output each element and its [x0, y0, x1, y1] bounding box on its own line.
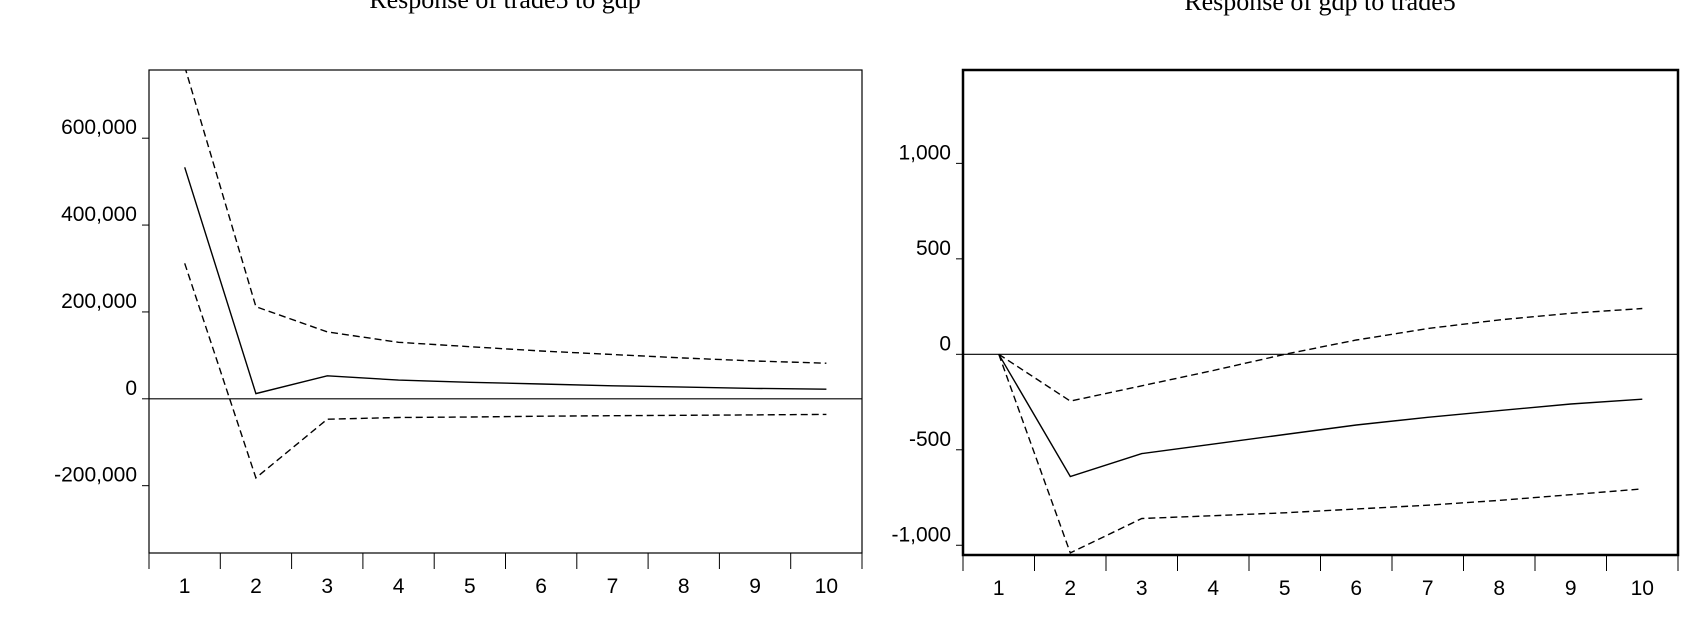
y-tick-label: 0 — [125, 377, 137, 400]
x-tick-label: 8 — [1493, 577, 1505, 600]
y-tick-label: -1,000 — [891, 523, 951, 546]
panel-gdp-to-trade5: Response of gdp to trade5 -1,000 -500 0 500… — [891, 0, 1680, 600]
panel-trade5-to-gdp: Response of trade5 to gdp -200,000 0 200,0… — [54, 0, 863, 598]
x-tick-label: 10 — [1631, 577, 1654, 600]
y-tick-label: 200,000 — [61, 290, 137, 313]
x-tick-label: 5 — [464, 575, 476, 598]
x-tick-label: 7 — [607, 575, 619, 598]
y-tick-label: -500 — [909, 428, 951, 451]
plot-frame — [961, 68, 1680, 557]
x-tick-label: 3 — [321, 575, 333, 598]
y-tick-label: 600,000 — [61, 116, 137, 139]
x-tick-label: 3 — [1136, 577, 1148, 600]
y-tick-label: 500 — [916, 237, 951, 260]
series-upper-band-line — [998, 307, 1643, 402]
y-tick-label: -200,000 — [54, 464, 137, 487]
x-tick-label: 2 — [250, 575, 262, 598]
x-tick-label: 1 — [993, 577, 1005, 600]
y-tick-label: 1,000 — [898, 141, 951, 164]
plot-frame — [148, 69, 863, 554]
x-tick-label: 8 — [678, 575, 690, 598]
x-tick-label: 9 — [1565, 577, 1577, 600]
x-tick-label: 7 — [1422, 577, 1434, 600]
x-tick-label: 4 — [393, 575, 405, 598]
series-lower-band-line — [998, 354, 1643, 554]
series-response-line — [184, 167, 827, 395]
x-tick-label: 2 — [1064, 577, 1076, 600]
x-tick-label: 1 — [179, 575, 191, 598]
x-tick-label: 4 — [1207, 577, 1219, 600]
y-tick-label: 0 — [939, 332, 951, 355]
series-upper-band-line — [185, 70, 827, 364]
x-tick-label: 5 — [1279, 577, 1291, 600]
chart-title: Response of trade5 to gdp — [369, 0, 641, 14]
y-tick-label: 400,000 — [61, 203, 137, 226]
series-lower-band-line — [184, 263, 827, 480]
series-response-line — [998, 353, 1643, 478]
x-tick-label: 6 — [1350, 577, 1362, 600]
x-tick-label: 10 — [815, 575, 838, 598]
x-tick-label: 9 — [749, 575, 761, 598]
chart-title: Response of gdp to trade5 — [1184, 0, 1456, 16]
x-tick-label: 6 — [535, 575, 547, 598]
